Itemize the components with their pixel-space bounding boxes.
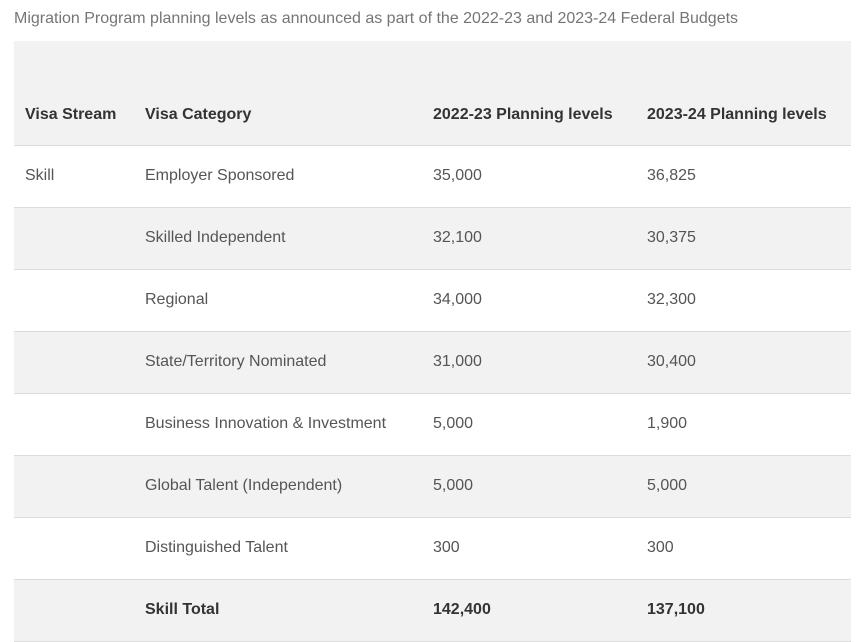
cell-category: Distinguished Talent <box>145 539 288 556</box>
cell-2023-24: 30,400 <box>647 353 696 370</box>
table-total-row: Skill Total 142,400 137,100 <box>14 580 851 642</box>
header-visa-category: Visa Category <box>145 106 252 123</box>
cell-2023-24: 1,900 <box>647 415 688 432</box>
cell-category: Employer Sponsored <box>145 167 295 184</box>
cell-2022-23: 32,100 <box>433 229 482 246</box>
cell-total-label: Skill Total <box>145 601 220 618</box>
cell-total-2022-23: 142,400 <box>433 601 491 618</box>
table-header-row: Visa Stream Visa Category 2022-23 Planni… <box>14 41 851 146</box>
cell-category: Global Talent (Independent) <box>145 477 343 494</box>
header-2022-23: 2022-23 Planning levels <box>433 106 613 123</box>
planning-levels-table: Visa Stream Visa Category 2022-23 Planni… <box>14 41 851 642</box>
cell-2023-24: 30,375 <box>647 229 696 246</box>
cell-2022-23: 31,000 <box>433 353 482 370</box>
cell-2023-24: 5,000 <box>647 477 688 494</box>
cell-2022-23: 34,000 <box>433 291 482 308</box>
cell-2022-23: 300 <box>433 539 460 556</box>
table-row: Distinguished Talent 300 300 <box>14 518 851 580</box>
header-visa-stream: Visa Stream <box>25 106 117 123</box>
cell-stream: Skill <box>25 167 55 184</box>
table-row: Skill Employer Sponsored 35,000 36,825 <box>14 146 851 208</box>
table-row: State/Territory Nominated 31,000 30,400 <box>14 332 851 394</box>
cell-category: Regional <box>145 291 209 308</box>
table-row: Regional 34,000 32,300 <box>14 270 851 332</box>
cell-total-2023-24: 137,100 <box>647 601 705 618</box>
cell-category: Skilled Independent <box>145 229 286 246</box>
cell-2022-23: 5,000 <box>433 415 474 432</box>
cell-2022-23: 35,000 <box>433 167 482 184</box>
cell-category: State/Territory Nominated <box>145 353 327 370</box>
cell-2023-24: 300 <box>647 539 674 556</box>
table-row: Skilled Independent 32,100 30,375 <box>14 208 851 270</box>
cell-2023-24: 32,300 <box>647 291 696 308</box>
cell-2022-23: 5,000 <box>433 477 474 494</box>
header-2023-24: 2023-24 Planning levels <box>647 106 827 123</box>
table-row: Global Talent (Independent) 5,000 5,000 <box>14 456 851 518</box>
cell-2023-24: 36,825 <box>647 167 696 184</box>
table-caption: Migration Program planning levels as ann… <box>14 10 739 27</box>
table-row: Business Innovation & Investment 5,000 1… <box>14 394 851 456</box>
cell-category: Business Innovation & Investment <box>145 415 387 432</box>
